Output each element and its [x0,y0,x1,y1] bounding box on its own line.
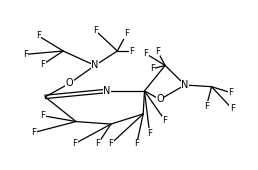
Text: F: F [95,139,101,148]
Text: O: O [66,78,74,88]
Text: N: N [181,80,189,90]
Text: F: F [143,49,148,58]
Text: F: F [155,47,160,55]
Text: F: F [124,30,129,38]
Text: F: F [230,104,235,113]
Text: N: N [103,86,111,96]
Text: F: F [40,60,45,69]
Text: F: F [150,64,155,73]
Text: F: F [108,139,114,148]
Text: F: F [93,26,98,35]
Text: F: F [36,31,41,40]
Text: N: N [91,61,99,70]
Text: F: F [40,111,45,120]
Text: F: F [72,139,77,148]
Text: F: F [31,128,36,137]
Text: O: O [156,95,164,104]
Text: F: F [23,50,28,59]
Text: F: F [228,88,233,97]
Text: F: F [129,47,134,55]
Text: F: F [147,129,152,138]
Text: F: F [163,116,168,125]
Text: F: F [134,139,139,148]
Text: F: F [204,102,209,111]
